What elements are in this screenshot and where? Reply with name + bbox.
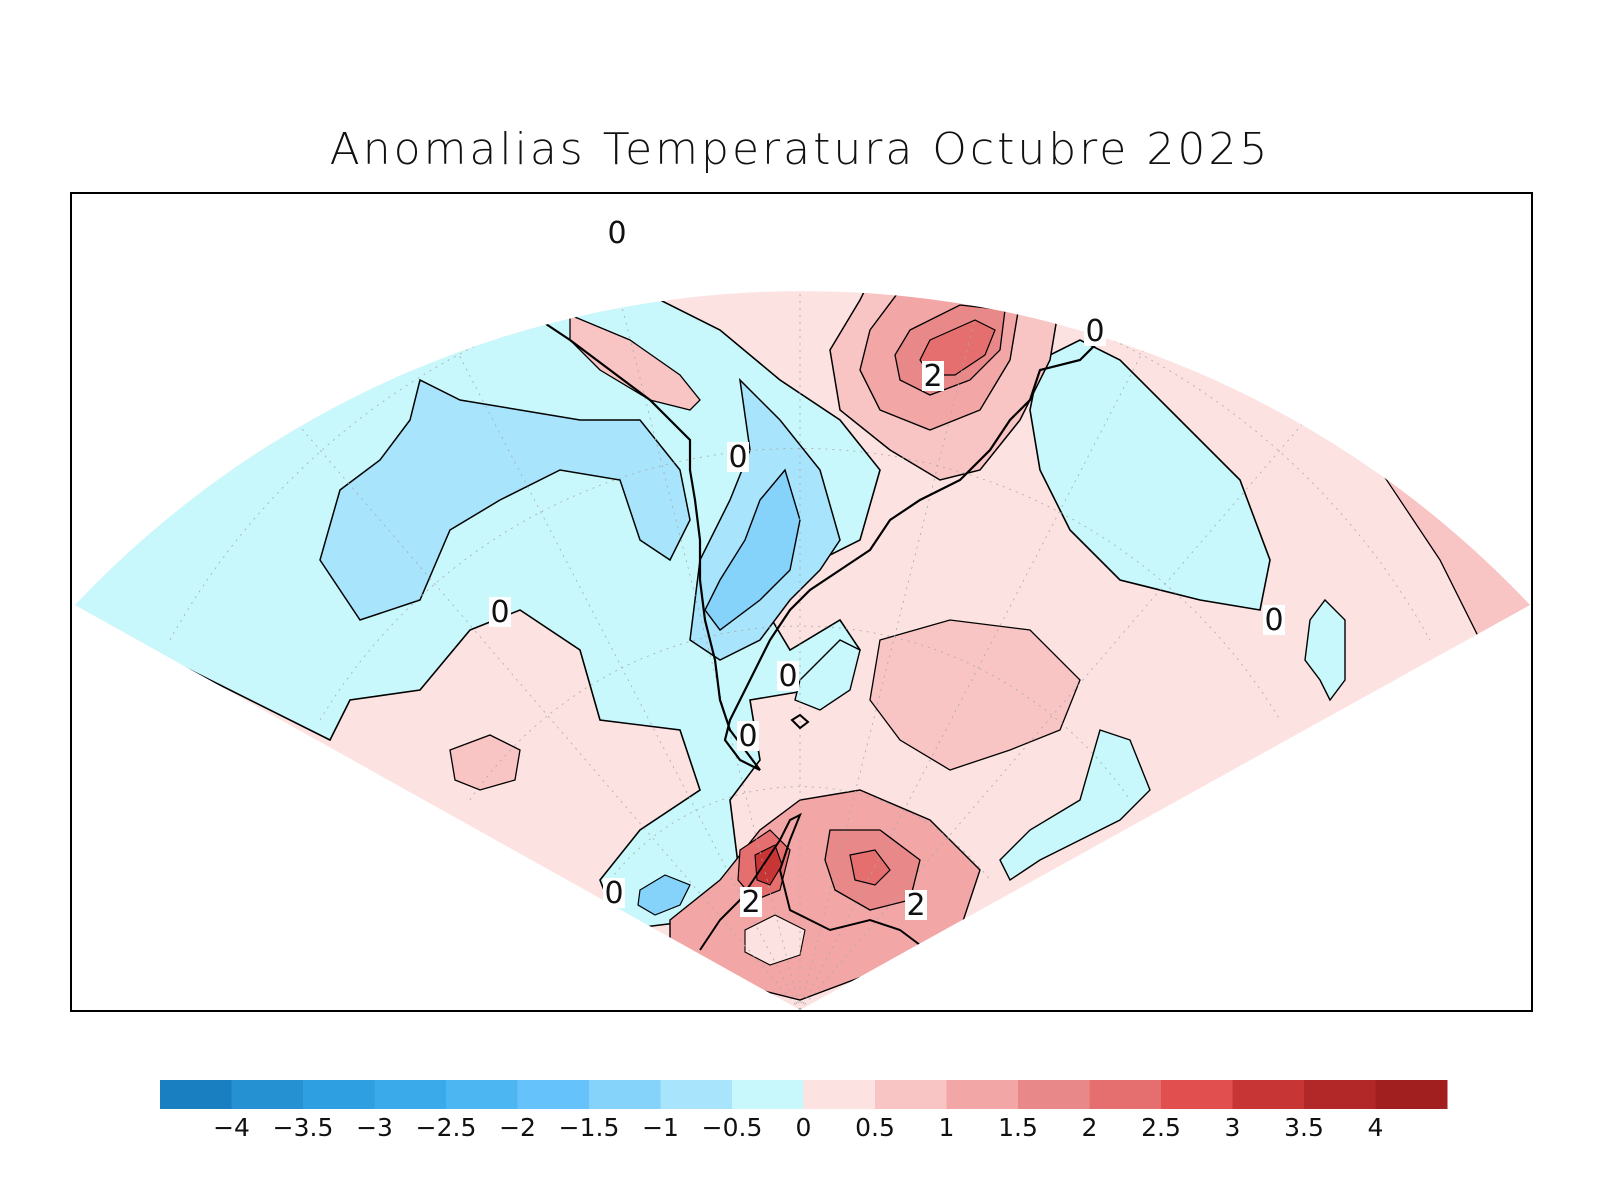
colorbar-swatch (946, 1080, 1019, 1109)
cool-region-ocean-mid (319, 378, 691, 621)
contour-label: 2 (922, 359, 944, 394)
colorbar-swatch (589, 1080, 661, 1109)
contour-label: 0 (603, 876, 625, 911)
cool-region-atlantic-east (1304, 598, 1346, 702)
colorbar-tick-label: −3 (356, 1113, 393, 1142)
warm-region-antarctic-inner (744, 914, 806, 966)
colorbar-swatch (803, 1080, 876, 1109)
colorbar-swatch (231, 1080, 304, 1109)
colorbar-swatch (660, 1080, 733, 1109)
colorbar-swatch (160, 1080, 232, 1109)
colorbar-tick-label: 0 (796, 1113, 812, 1142)
colorbar-swatch (1232, 1080, 1305, 1109)
contour-label: 0 (737, 719, 759, 754)
colorbar-tick-label: −2.5 (416, 1113, 477, 1142)
colorbar-tick-label: −1.5 (559, 1113, 620, 1142)
colorbar-tick-label: −0.5 (702, 1113, 763, 1142)
colorbar-swatch (1089, 1080, 1162, 1109)
svg-text:2: 2 (906, 888, 925, 923)
contour-label: 0 (489, 595, 511, 630)
colorbar-tick-label: 3 (1225, 1113, 1241, 1142)
cool-region-south-atlantic (999, 729, 1151, 882)
colorbar-tick-label: 2 (1082, 1113, 1098, 1142)
svg-text:0: 0 (1085, 314, 1104, 349)
map-title: Anomalias Temperatura Octubre 2025 (329, 124, 1271, 175)
svg-text:0: 0 (778, 659, 797, 694)
colorbar-tick-label: 3.5 (1284, 1113, 1324, 1142)
contour-label: 0 (1084, 314, 1106, 349)
colorbar-tick-label: −4 (213, 1113, 250, 1142)
contour-label: 0 (777, 659, 799, 694)
cool-region-core (704, 468, 801, 631)
warm-region-andes (569, 314, 701, 411)
svg-text:2: 2 (923, 359, 942, 394)
colorbar-tick-label: 1 (939, 1113, 955, 1142)
svg-text:0: 0 (1264, 603, 1283, 638)
colorbar-tick-label: 1.5 (998, 1113, 1038, 1142)
contour-label: 0 (606, 216, 628, 251)
warm-region-pacific (449, 734, 521, 791)
colorbar: −4 −3.5 −3 −2.5 −2 −1.5 −1 −0.5 0 0.5 1 1.5 2 2.5 3 3.5… (160, 1080, 1448, 1142)
cool-region-atlantic (1029, 339, 1271, 611)
colorbar-swatch (1304, 1080, 1376, 1109)
colorbar-swatch (517, 1080, 590, 1109)
cool-region-antarctic (637, 874, 691, 916)
map-frame (70, 192, 1533, 1012)
contour-labels: 0 0 0 0 0 0 0 0 2 2 2 (489, 216, 1285, 923)
colorbar-swatch (1161, 1080, 1233, 1109)
colorbar-swatch (374, 1080, 447, 1109)
warm-region-mid-atlantic (869, 619, 1081, 771)
anomaly-field (75, 291, 1530, 1011)
colorbar-tick-label: 4 (1368, 1113, 1384, 1142)
svg-text:0: 0 (738, 719, 757, 754)
coastline-falklands (790, 713, 810, 730)
colorbar-swatch (446, 1080, 518, 1109)
colorbar-tick-label: 0.5 (855, 1113, 895, 1142)
contour-label: 0 (727, 440, 749, 475)
colorbar-swatch (1018, 1080, 1090, 1109)
colorbar-swatch (732, 1080, 804, 1109)
colorbar-swatch (303, 1080, 375, 1109)
colorbar-swatch (875, 1080, 947, 1109)
contour-label: 0 (1263, 603, 1285, 638)
svg-text:0: 0 (607, 216, 626, 251)
svg-text:0: 0 (604, 876, 623, 911)
svg-text:0: 0 (728, 440, 747, 475)
cool-region-falklands (794, 639, 861, 711)
svg-text:0: 0 (490, 595, 509, 630)
colorbar-swatch (1375, 1080, 1448, 1109)
contour-label: 2 (740, 885, 762, 920)
colorbar-tick-label: −3.5 (273, 1113, 334, 1142)
colorbar-tick-label: −2 (499, 1113, 536, 1142)
colorbar-tick-label: 2.5 (1141, 1113, 1181, 1142)
svg-text:2: 2 (741, 885, 760, 920)
graticule (169, 291, 1431, 1011)
contour-label: 2 (905, 888, 927, 923)
colorbar-tick-label: −1 (642, 1113, 679, 1142)
warm-region-antarctic-peak-east (849, 849, 891, 886)
